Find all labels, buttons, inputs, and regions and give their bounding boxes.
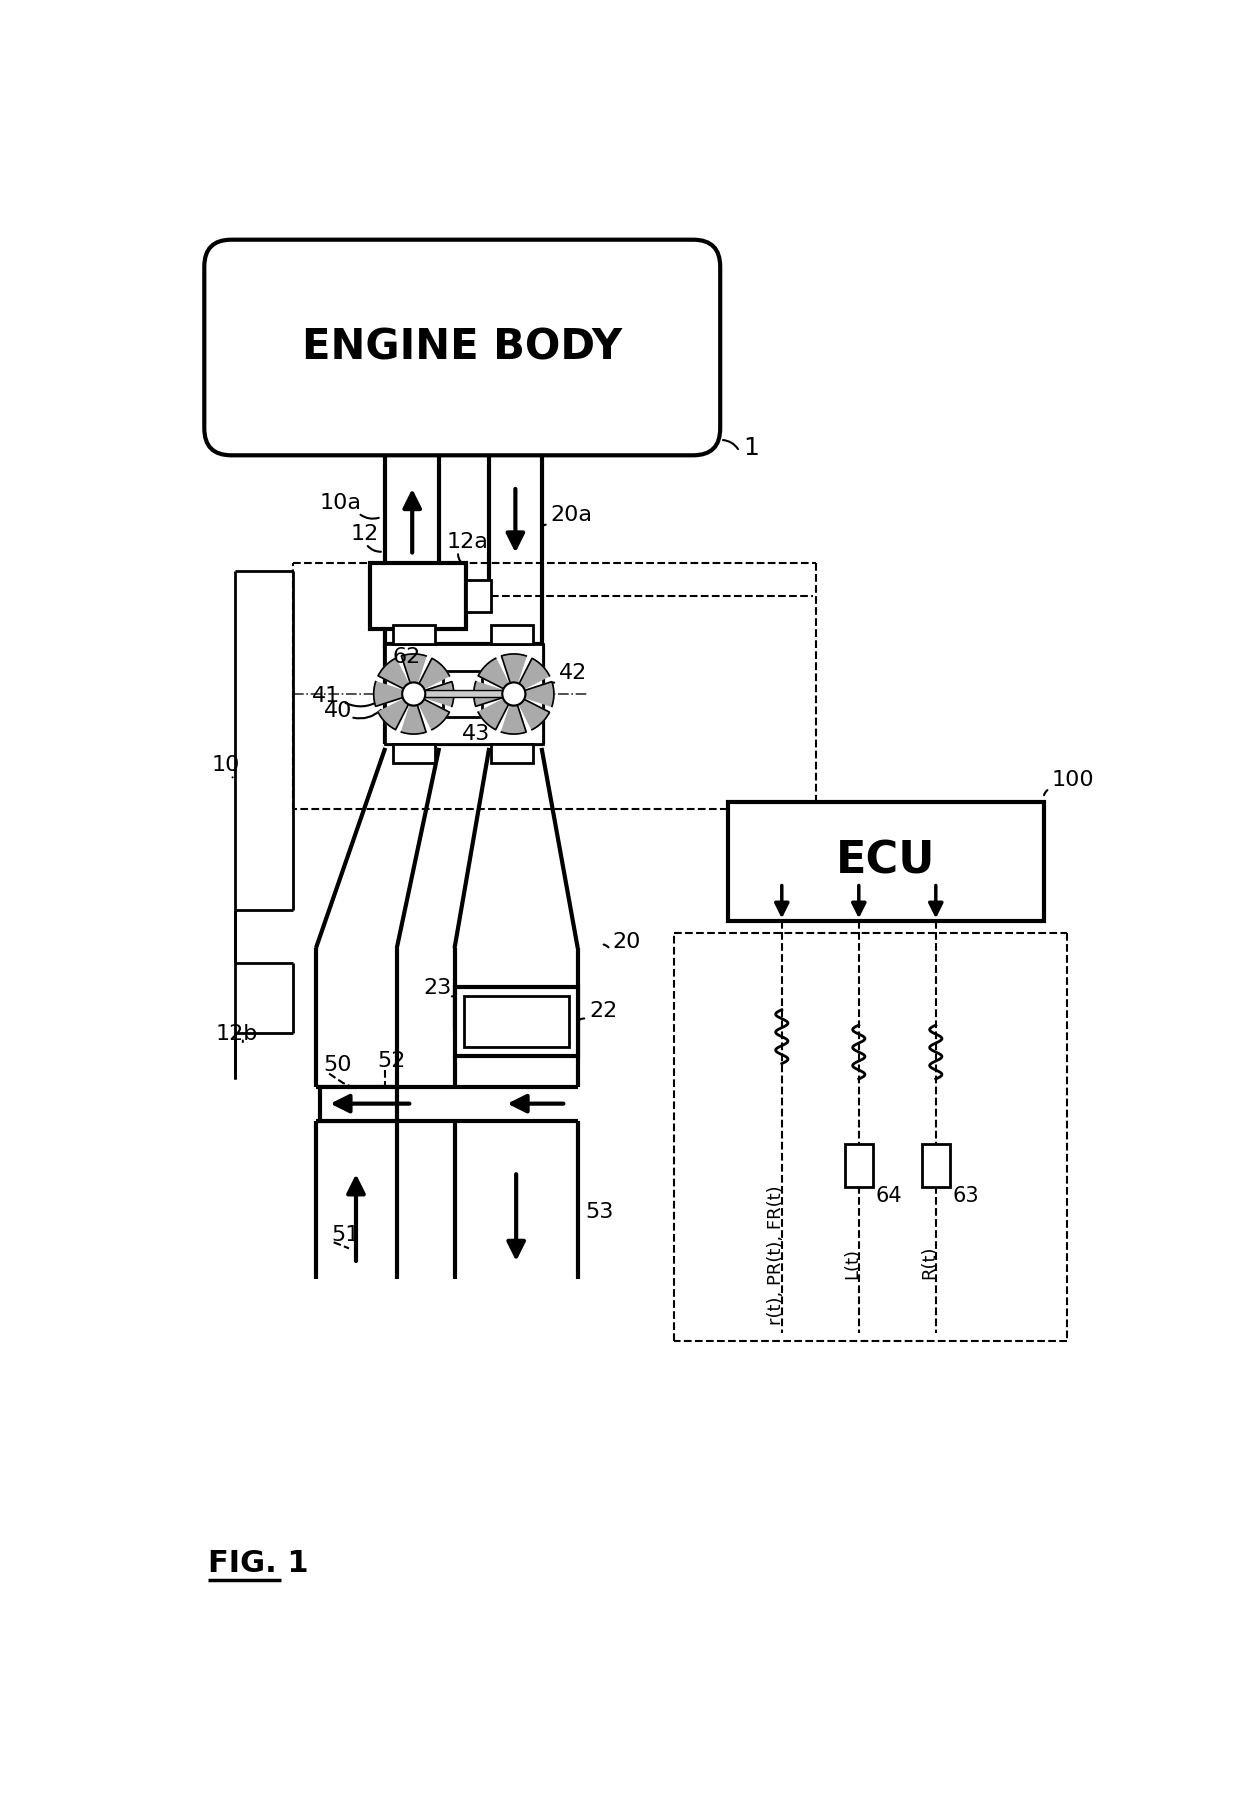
Bar [466,579,491,612]
Polygon shape [402,653,427,682]
Text: 10a: 10a [320,493,362,513]
Bar [393,744,435,764]
Text: 51: 51 [331,1226,360,1245]
Bar [393,625,435,644]
Bar [386,644,543,744]
Bar [455,987,578,1056]
Text: 12a: 12a [446,532,489,552]
Text: 41: 41 [312,686,340,706]
Polygon shape [501,706,526,735]
Polygon shape [378,699,408,729]
Text: L(t): L(t) [843,1249,862,1280]
Polygon shape [373,682,403,706]
Text: 62: 62 [393,648,422,668]
Polygon shape [520,659,549,690]
Polygon shape [479,659,508,690]
Polygon shape [425,682,454,706]
Text: 52: 52 [377,1052,405,1072]
Circle shape [402,682,425,706]
Bar [491,625,533,644]
Bar [491,744,533,764]
Bar [443,671,481,717]
Bar [844,1144,873,1188]
Bar [921,1144,950,1188]
Polygon shape [419,699,449,729]
Bar [728,801,1044,921]
Polygon shape [525,682,554,706]
Polygon shape [501,653,526,682]
Polygon shape [479,699,508,729]
Text: ECU: ECU [836,839,935,883]
Text: r(t), PR(t), FR(t): r(t), PR(t), FR(t) [766,1186,785,1325]
Text: FIG. 1: FIG. 1 [208,1549,309,1578]
Text: 12: 12 [351,523,379,543]
Polygon shape [402,706,427,735]
Polygon shape [520,699,549,729]
Polygon shape [474,682,503,706]
Circle shape [502,682,526,706]
Text: ENGINE BODY: ENGINE BODY [303,327,622,368]
Text: 22: 22 [589,1002,618,1022]
Text: 42: 42 [558,662,587,682]
Text: 43: 43 [463,724,491,744]
FancyBboxPatch shape [205,240,720,455]
Text: R(t): R(t) [920,1245,939,1280]
Bar [370,563,466,628]
Text: 23: 23 [424,978,453,998]
Text: 53: 53 [585,1202,614,1222]
Text: 10: 10 [212,754,241,774]
Text: 12b: 12b [216,1025,258,1045]
Text: 20: 20 [613,931,641,951]
Text: 100: 100 [1052,771,1094,791]
Text: 64: 64 [875,1186,903,1206]
Text: 50: 50 [324,1056,352,1076]
Text: 1: 1 [743,437,759,460]
Bar [320,1087,397,1121]
Text: 20a: 20a [551,505,593,525]
Polygon shape [378,659,408,690]
Text: 40: 40 [324,700,352,722]
Bar [464,996,568,1047]
Polygon shape [419,659,449,690]
Text: 63: 63 [952,1186,980,1206]
